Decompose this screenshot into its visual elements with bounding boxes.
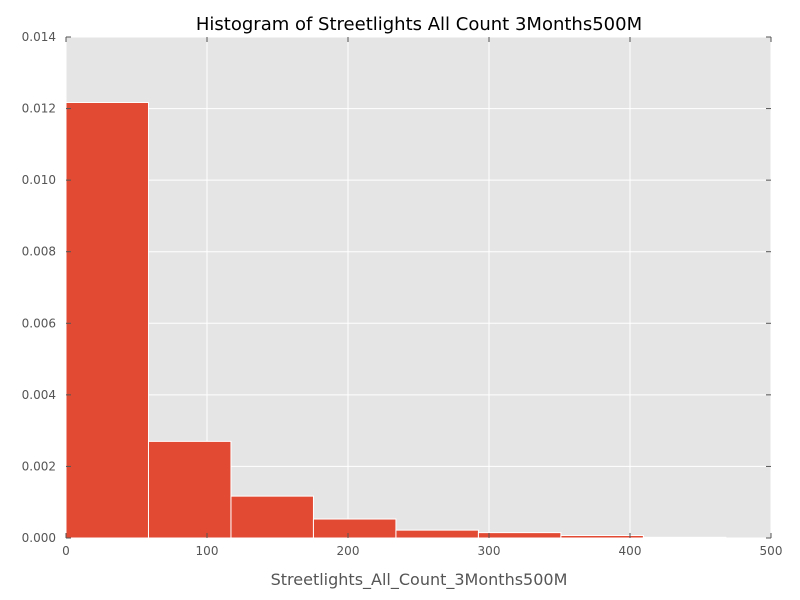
y-tick-label: 0.014 xyxy=(22,30,56,44)
y-axis-ticks: 0.000 0.002 0.004 0.006 0.008 0.010 0.012 0.014 xyxy=(22,30,771,545)
histogram-bar-0 xyxy=(65,101,149,539)
histogram-bar-3 xyxy=(312,518,397,539)
chart-title: Histogram of Streetlights All Count 3Mon… xyxy=(196,14,642,35)
y-tick-label: 0.004 xyxy=(22,388,56,402)
histogram-bar-4 xyxy=(395,529,479,539)
x-tick-label: 300 xyxy=(478,544,501,558)
x-axis-label: Streetlights_All_Count_3Months500M xyxy=(271,570,568,590)
y-tick-label: 0.012 xyxy=(22,102,56,116)
x-tick-label: 400 xyxy=(619,544,642,558)
y-tick-label: 0.002 xyxy=(22,459,56,473)
histogram-bar-6 xyxy=(560,534,644,539)
histogram-bars xyxy=(65,101,727,539)
x-tick-label: 500 xyxy=(760,544,783,558)
x-tick-label: 100 xyxy=(196,544,219,558)
histogram-bar-2 xyxy=(230,495,314,539)
histogram-bar-5 xyxy=(477,532,562,539)
y-tick-label: 0.008 xyxy=(22,245,56,259)
x-tick-label: 200 xyxy=(337,544,360,558)
histogram-bar-1 xyxy=(147,440,232,539)
x-tick-label: 0 xyxy=(62,544,70,558)
x-axis-ticks: 0 100 200 300 400 500 xyxy=(62,37,782,558)
y-tick-label: 0.000 xyxy=(22,531,56,545)
y-tick-label: 0.010 xyxy=(22,173,56,187)
y-tick-label: 0.006 xyxy=(22,316,56,330)
histogram-bar-7 xyxy=(642,536,727,539)
